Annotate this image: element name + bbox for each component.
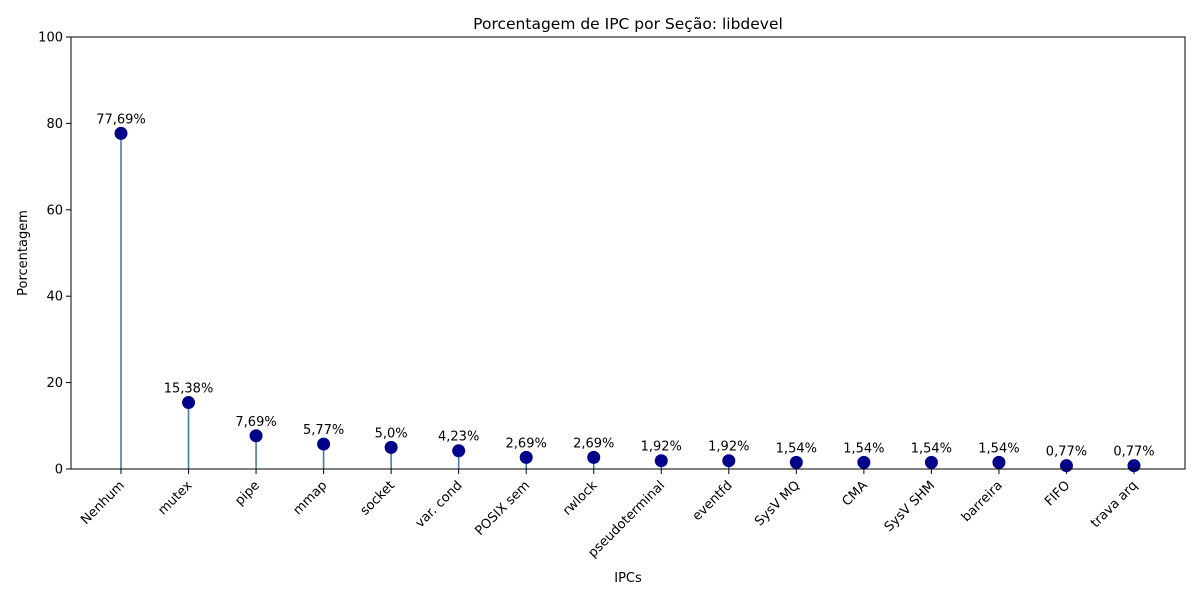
value-label: 5,77% [303,423,344,438]
value-label: 4,23% [438,430,479,445]
x-tick-label: rwlock [560,478,601,519]
y-tick-label: 100 [38,31,63,46]
value-label: 1,92% [708,440,749,455]
y-tick-label: 60 [46,203,63,218]
chart-title: Porcentagem de IPC por Seção: libdevel [473,15,783,33]
x-tick-label: socket [358,478,398,518]
x-tick-label: var. cond [413,478,466,531]
value-label: 1,54% [911,441,952,456]
plot-area-frame [70,36,1186,470]
value-label: 0,77% [1113,445,1154,460]
data-point-marker [1059,459,1073,473]
data-point-marker [182,396,196,410]
y-tick-label: 40 [46,290,63,305]
data-point-marker [249,429,263,443]
value-label: 5,0% [375,426,408,441]
value-label: 7,69% [235,415,276,430]
data-point-marker [317,437,331,451]
y-tick-label: 0 [55,463,63,478]
data-point-marker [924,455,938,469]
x-tick-label: FIFO [1042,478,1073,509]
data-point-marker [992,455,1006,469]
x-tick-label: mutex [155,478,195,518]
data-point-marker [519,450,533,464]
x-tick-label: SysV SHM [882,478,939,535]
x-tick-label: eventfd [690,478,736,524]
data-point-marker [789,455,803,469]
x-tick-label: Nenhum [78,478,128,528]
data-point-marker [452,444,466,458]
data-point-marker [722,454,736,468]
value-label: 0,77% [1046,445,1087,460]
value-label: 1,54% [843,441,884,456]
markers [114,126,1141,473]
y-axis-label: Porcentagem [16,210,31,296]
value-label: 2,69% [573,436,614,451]
y-tick-label: 20 [46,376,63,391]
x-tick-label: CMA [839,478,870,509]
value-label: 1,54% [978,441,1019,456]
data-point-marker [114,126,128,140]
data-point-marker [1127,459,1141,473]
data-point-marker [857,455,871,469]
x-axis-label: IPCs [614,571,642,586]
x-tick-label: POSIX sem [472,478,533,539]
data-point-marker [654,454,668,468]
x-tick-label: barreira [959,478,1006,525]
value-label: 1,92% [641,440,682,455]
y-axis-ticks: 0 20 40 60 80 100 [38,31,71,478]
x-tick-label: pipe [232,478,262,508]
x-tick-label: SysV MQ [752,478,803,529]
y-tick-label: 80 [46,117,63,132]
value-label: 15,38% [164,382,214,397]
x-tick-label: trava arq [1088,478,1141,531]
x-tick-label: mmap [290,478,330,518]
data-point-marker [587,450,601,464]
x-axis-ticks: Nenhum mutex pipe mmap socket var. cond POSIX … [78,469,1141,561]
value-label: 1,54% [776,441,817,456]
value-labels: 77,69% 15,38% 7,69% 5,77% 5,0% 4,23% 2,69% 2,69… [96,112,1154,459]
data-point-marker [384,440,398,454]
value-label: 2,69% [506,436,547,451]
value-label: 77,69% [96,112,146,127]
